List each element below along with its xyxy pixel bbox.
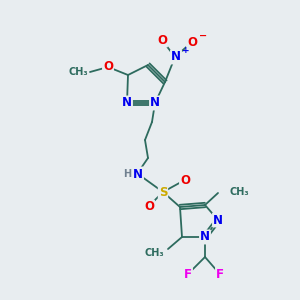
Text: N: N: [150, 97, 160, 110]
Text: N: N: [200, 230, 210, 244]
Text: N: N: [171, 50, 181, 64]
Text: F: F: [216, 268, 224, 281]
Text: CH₃: CH₃: [68, 67, 88, 77]
Text: −: −: [199, 31, 207, 41]
Text: +: +: [182, 46, 190, 55]
Text: O: O: [144, 200, 154, 214]
Text: O: O: [103, 61, 113, 74]
Text: N: N: [133, 167, 143, 181]
Text: CH₃: CH₃: [230, 187, 250, 197]
Text: O: O: [180, 173, 190, 187]
Text: N: N: [122, 97, 132, 110]
Text: O: O: [157, 34, 167, 46]
Text: H: H: [123, 169, 131, 179]
Text: F: F: [184, 268, 192, 281]
Text: S: S: [159, 185, 167, 199]
Text: CH₃: CH₃: [144, 248, 164, 258]
Text: N: N: [213, 214, 223, 226]
Text: O: O: [187, 35, 197, 49]
